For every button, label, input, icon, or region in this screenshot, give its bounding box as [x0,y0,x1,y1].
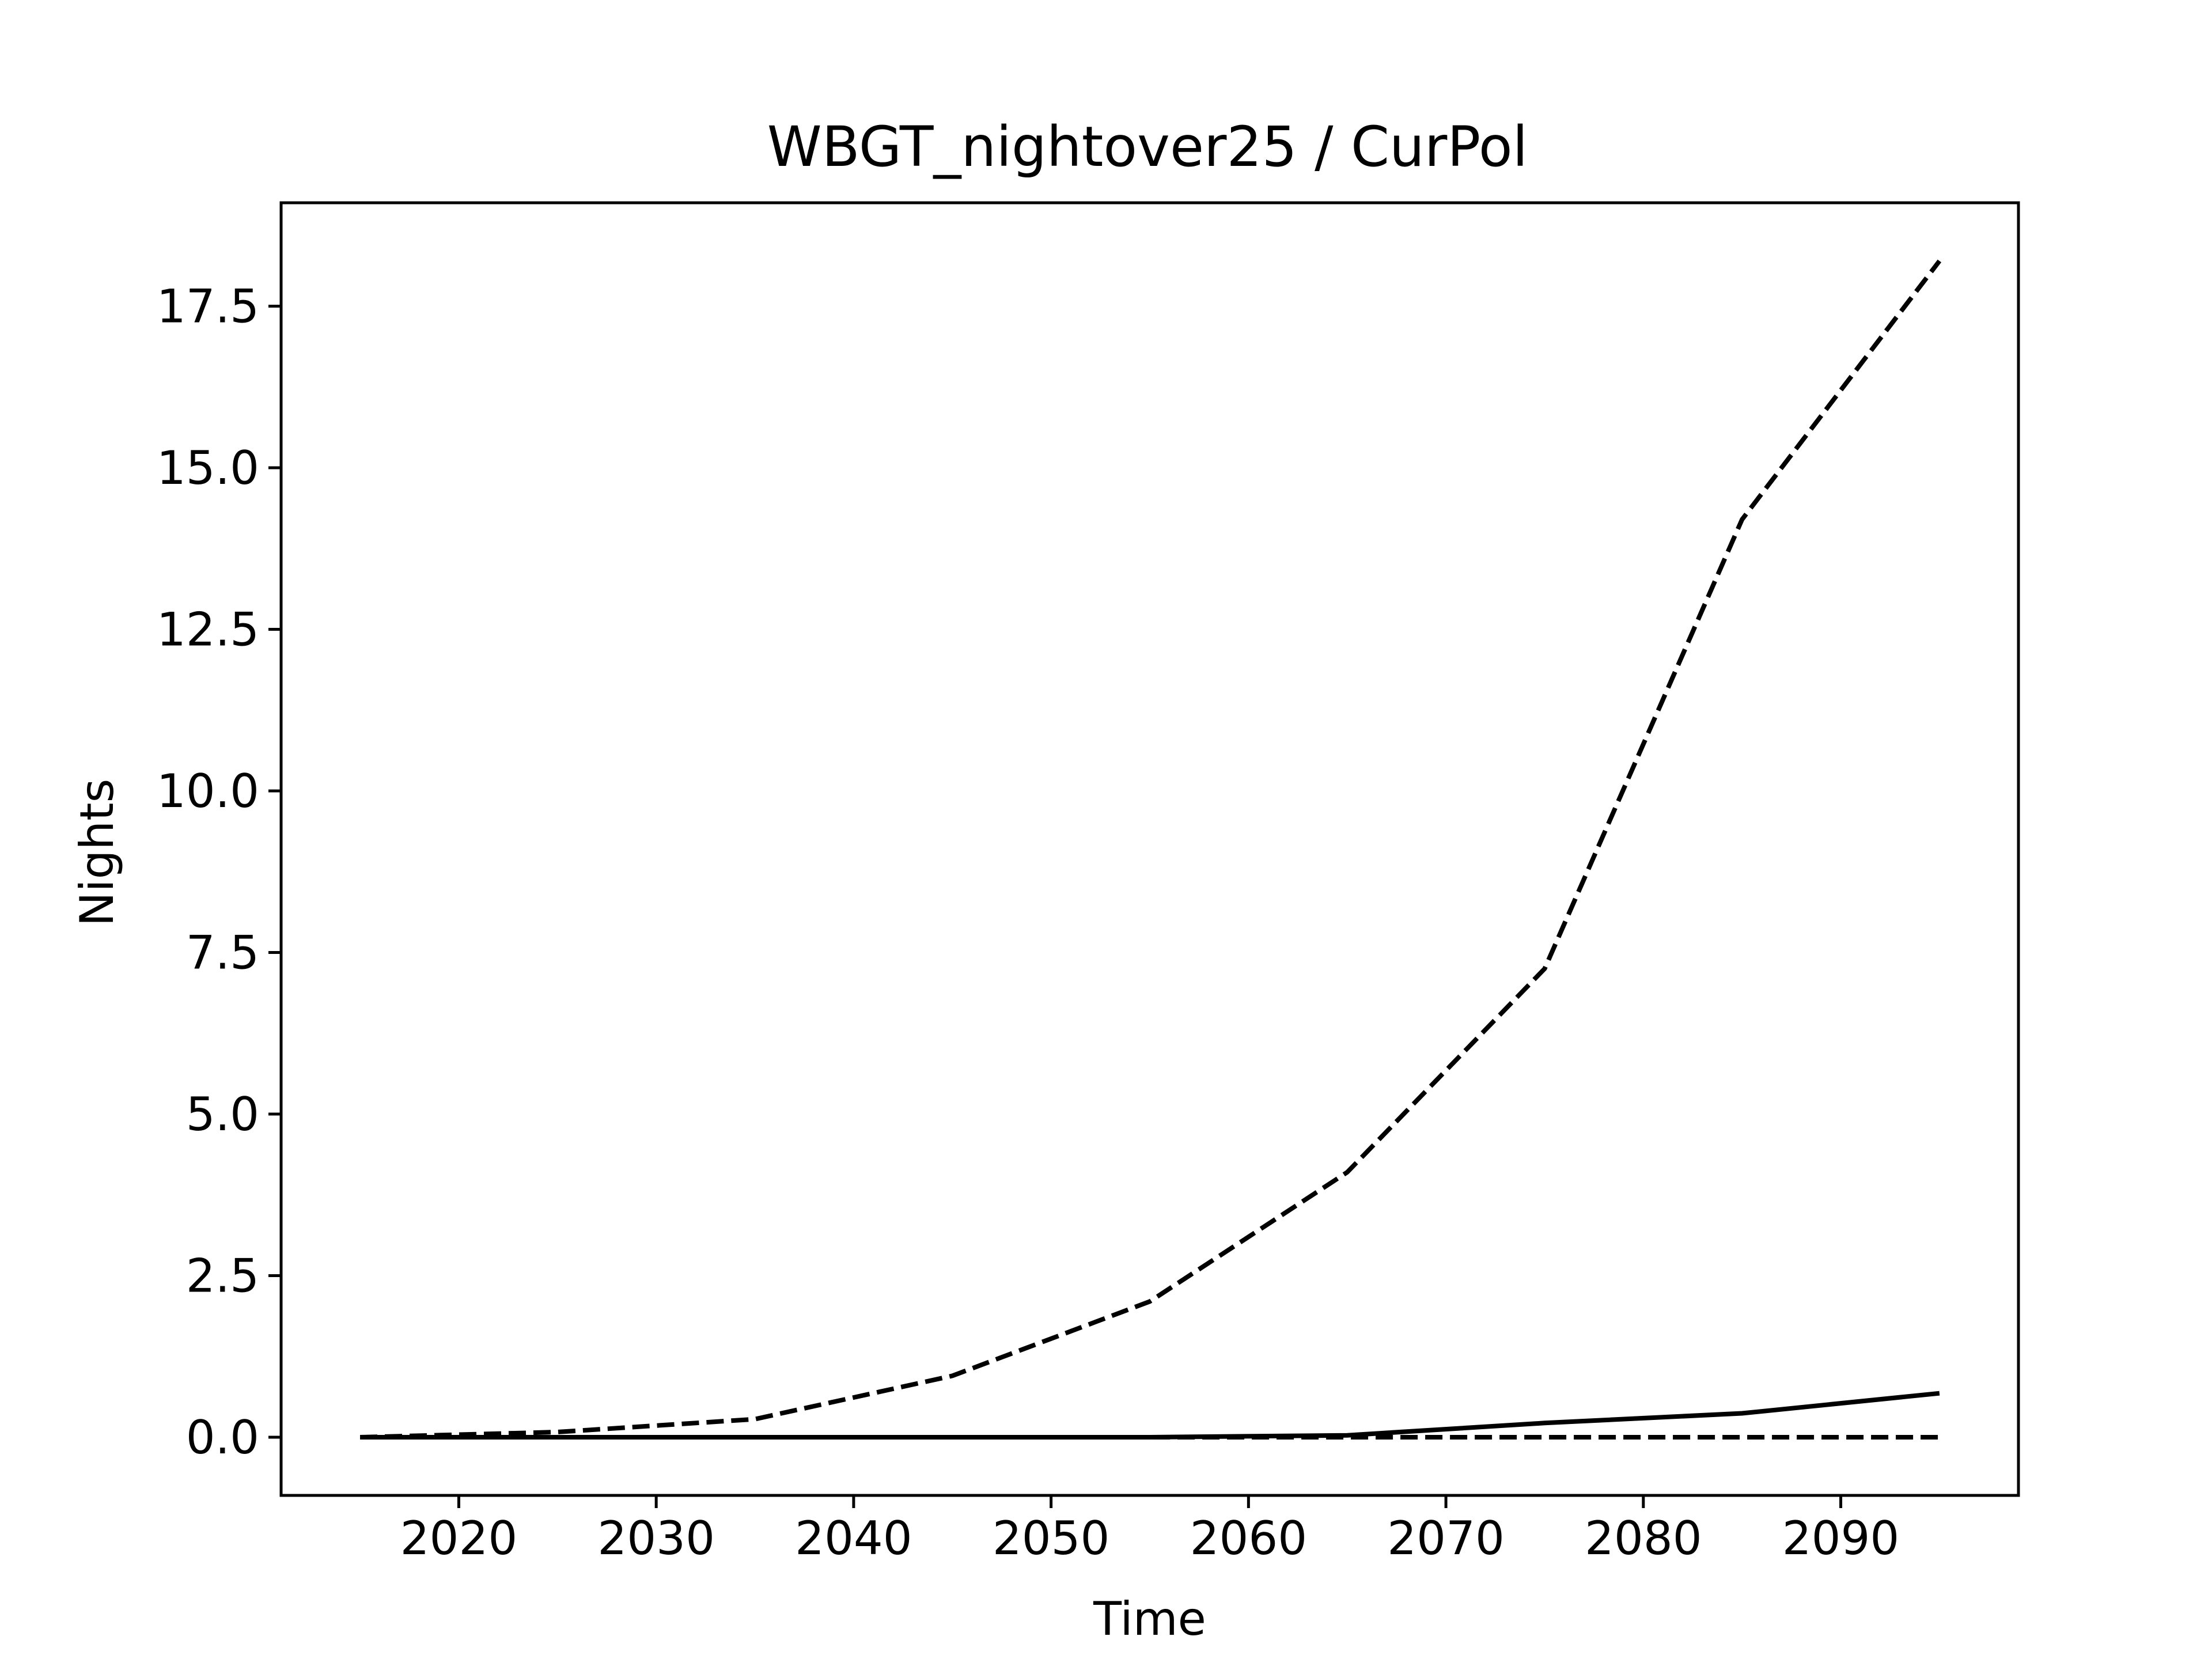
y-tick-label: 17.5 [157,280,259,334]
x-axis-label: Time [1093,1592,1206,1646]
series-layer [359,259,1942,1440]
x-tick-label: 2050 [993,1512,1110,1565]
y-tick-label: 5.0 [186,1088,259,1141]
x-tick-label: 2020 [400,1512,518,1565]
series-line-1 [359,259,1942,1440]
y-tick-label: 12.5 [157,603,259,657]
y-axis: 0.0 2.5 5.0 7.5 10.0 12.5 15.0 17.5 [157,280,281,1464]
y-tick-label: 10.0 [157,764,259,818]
y-tick-label: 2.5 [186,1249,259,1303]
x-tick-label: 2030 [597,1512,715,1565]
y-tick-label: 0.0 [186,1411,259,1464]
x-tick-label: 2070 [1387,1512,1505,1565]
x-tick-label: 2090 [1782,1512,1900,1565]
x-tick-label: 2040 [795,1512,912,1565]
x-tick-label: 2060 [1190,1512,1308,1565]
x-tick-label: 2080 [1585,1512,1702,1565]
y-tick-label: 7.5 [186,926,259,980]
chart-title: WBGT_nightover25 / CurPol [767,115,1528,179]
y-tick-label: 15.0 [157,441,259,495]
x-axis: 2020 2030 2040 2050 2060 2070 2080 2090 [400,1495,1900,1565]
plot-frame [279,201,2020,1497]
y-axis-label: Nights [70,779,124,927]
